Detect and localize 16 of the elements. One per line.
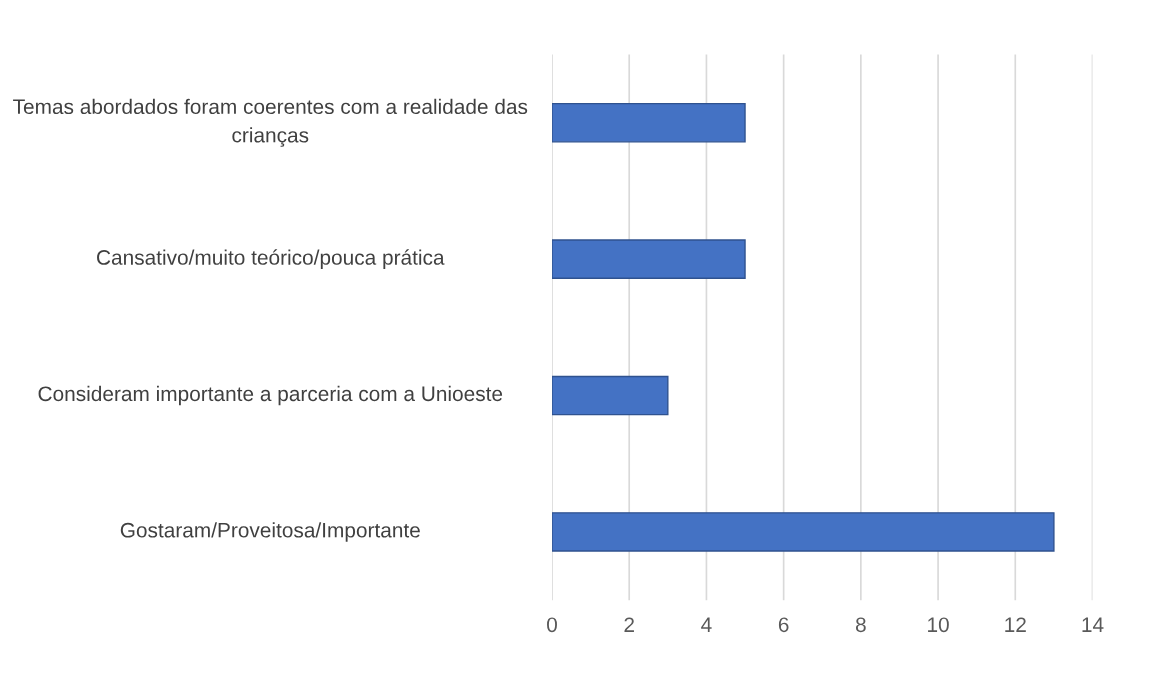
bar [552, 512, 1055, 552]
bar [552, 239, 746, 279]
y-tick-label: Temas abordados foram coerentes com a realidade das crianças [13, 98, 528, 147]
x-tick-label: 14 [1082, 617, 1104, 632]
x-tick-label: 6 [778, 617, 789, 633]
y-tick-label: Consideram importante a parceria com a Unioeste [38, 385, 503, 406]
x-tick-label: 0 [547, 617, 557, 633]
x-tick-label: 10 [928, 617, 949, 633]
y-tick-label: Cansativo/muito teórico/pouca prática [97, 249, 445, 269]
x-tick-label: 4 [701, 617, 712, 632]
x-tick-label: 2 [624, 617, 634, 632]
bar [552, 375, 669, 416]
y-tick-label: Gostaram/Proveitosa/Importante [120, 522, 420, 542]
x-tick-label: 8 [855, 617, 866, 633]
x-tick-label: 12 [1005, 617, 1026, 632]
bar [552, 102, 746, 143]
